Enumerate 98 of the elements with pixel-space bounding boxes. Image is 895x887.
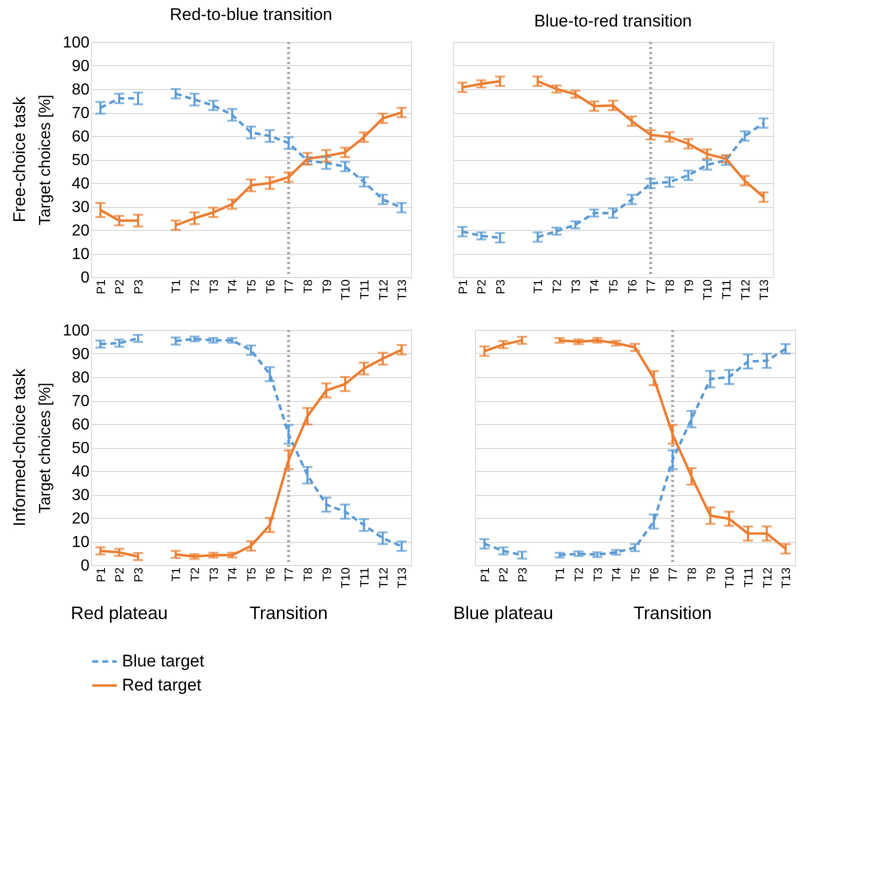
- text: Free-choice task: [10, 96, 29, 222]
- x-tick-label: T10: [338, 567, 353, 588]
- x-tick-label: T13: [395, 567, 410, 588]
- x-tick-label: T12: [376, 279, 390, 300]
- x-tick-label: T4: [588, 279, 602, 294]
- x-tick-label: T7: [282, 279, 296, 294]
- x-tick-label: P3: [132, 567, 146, 582]
- x-tick-label: T4: [610, 567, 624, 582]
- x-tick-label: T12: [760, 567, 774, 588]
- y-tick-label: 10: [72, 534, 90, 551]
- x-tick-label: T8: [684, 567, 699, 582]
- x-tick-label: T1: [169, 279, 184, 294]
- y-tick-label: 80: [72, 82, 90, 98]
- y-tick-label: 40: [72, 464, 90, 480]
- y-tick-label: 70: [72, 105, 90, 122]
- y-tick-label: 90: [72, 58, 90, 75]
- x-tick-label: T4: [226, 567, 240, 582]
- x-tick-label: T3: [206, 279, 221, 294]
- x-tick-label: T1: [531, 279, 546, 294]
- x-tick-label: T11: [357, 567, 372, 588]
- text: Red plateau: [70, 603, 168, 623]
- y-tick-label: 100: [62, 34, 90, 52]
- y-tick-label: 40: [72, 176, 90, 192]
- x-tick-label: T8: [300, 567, 315, 582]
- x-tick-label: P1: [456, 279, 470, 294]
- text: Informed-choice task: [10, 368, 29, 526]
- x-tick-label: T10: [338, 279, 353, 300]
- y-tick-label: 60: [72, 416, 90, 434]
- x-tick-label: T7: [644, 279, 658, 294]
- x-tick-label: T2: [188, 279, 202, 294]
- y-tick-label: 20: [72, 222, 90, 240]
- y-tick-label: 90: [72, 346, 90, 363]
- y-tick-label: 50: [72, 440, 90, 457]
- y-tick-label: 30: [72, 487, 90, 504]
- x-tick-label: T10: [700, 279, 715, 300]
- y-tick-label: 10: [72, 246, 90, 263]
- y-tick-label: 60: [72, 128, 90, 146]
- x-tick-label: T7: [282, 567, 296, 582]
- y-tick-label: 100: [62, 322, 90, 340]
- y-tick-label: 30: [72, 199, 90, 216]
- x-tick-label: T5: [628, 567, 642, 582]
- text: Transition: [249, 603, 328, 623]
- x-tick-label: T6: [263, 567, 278, 582]
- chart-title: Blue-to-red transition: [534, 12, 692, 30]
- x-tick-label: P1: [478, 567, 492, 582]
- x-tick-label: T1: [553, 567, 568, 582]
- x-tick-label: T9: [320, 567, 334, 582]
- y-tick-label: 0: [80, 558, 90, 574]
- text: Transition: [633, 603, 712, 623]
- x-tick-label: T5: [606, 279, 620, 294]
- x-tick-label: T9: [320, 279, 334, 294]
- text: Blue plateau: [453, 603, 554, 623]
- x-tick-label: T13: [395, 279, 410, 300]
- y-tick-label: 80: [72, 370, 90, 386]
- y-tick-label: 70: [72, 393, 90, 410]
- x-tick-label: T6: [625, 279, 640, 294]
- y-tick-label: 20: [72, 510, 90, 528]
- x-tick-label: P2: [112, 279, 127, 294]
- x-tick-label: T1: [169, 567, 184, 582]
- x-tick-label: T3: [590, 567, 605, 582]
- x-tick-label: T13: [757, 279, 772, 300]
- y-axis-title: Target choices [%]: [36, 94, 54, 226]
- x-tick-label: T13: [779, 567, 794, 588]
- x-tick-label: T9: [682, 279, 696, 294]
- x-tick-label: T3: [568, 279, 583, 294]
- x-tick-label: T11: [741, 567, 756, 588]
- x-tick-label: P2: [496, 567, 511, 582]
- x-tick-label: T5: [244, 567, 258, 582]
- x-tick-label: T6: [647, 567, 662, 582]
- x-tick-label: T4: [226, 279, 240, 294]
- x-tick-label: T2: [188, 567, 202, 582]
- x-tick-label: T7: [666, 567, 680, 582]
- x-tick-label: P3: [132, 279, 146, 294]
- y-axis-title: Target choices [%]: [36, 382, 54, 514]
- x-tick-label: P3: [516, 567, 530, 582]
- legend-label: Blue target: [122, 652, 204, 670]
- y-tick-label: 0: [80, 270, 90, 286]
- x-tick-label: P1: [94, 279, 108, 294]
- x-tick-label: P2: [474, 279, 489, 294]
- x-tick-label: T10: [722, 567, 737, 588]
- x-tick-label: T2: [550, 279, 564, 294]
- chart-title: Red-to-blue transition: [170, 5, 332, 24]
- x-tick-label: P2: [112, 567, 127, 582]
- x-tick-label: P1: [94, 567, 108, 582]
- x-tick-label: T12: [376, 567, 390, 588]
- x-tick-label: T11: [357, 279, 372, 300]
- x-tick-label: T8: [300, 279, 315, 294]
- x-tick-label: T12: [738, 279, 752, 300]
- x-tick-label: T8: [662, 279, 677, 294]
- legend-label: Red target: [122, 676, 202, 694]
- y-tick-label: 50: [72, 152, 90, 169]
- x-tick-label: T9: [704, 567, 718, 582]
- x-tick-label: T5: [244, 279, 258, 294]
- x-tick-label: P3: [494, 279, 508, 294]
- x-tick-label: T6: [263, 279, 278, 294]
- x-tick-label: T11: [719, 279, 734, 300]
- x-tick-label: T2: [572, 567, 586, 582]
- x-tick-label: T3: [206, 567, 221, 582]
